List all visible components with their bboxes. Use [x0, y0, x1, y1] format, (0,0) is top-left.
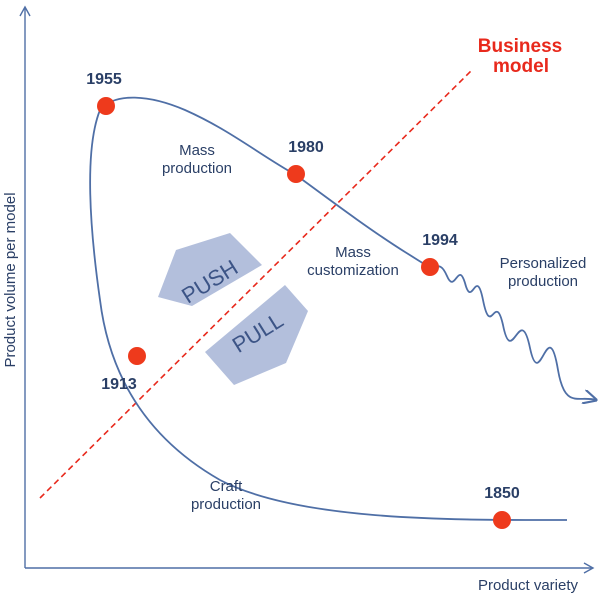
milestone-dot-1994 — [421, 258, 439, 276]
era-craft-production-line1: Craft — [210, 478, 243, 495]
y-axis-label: Product volume per model — [2, 192, 19, 367]
era-mass-customization-line1: Mass — [335, 244, 371, 261]
era-craft-production-line2: production — [191, 496, 261, 513]
y-axis-arrowhead — [19, 5, 31, 17]
x-axis-arrowhead — [583, 562, 595, 574]
year-label-1913: 1913 — [101, 376, 137, 393]
era-mass-production-line1: Mass — [179, 142, 215, 159]
push-arrow: PUSH — [158, 233, 262, 308]
era-mass-customization-line2: customization — [307, 262, 399, 279]
push-arrow-shape — [158, 233, 262, 306]
business-model-label-line1: Business — [478, 36, 562, 57]
business-model-line — [39, 69, 473, 499]
year-label-1994: 1994 — [422, 232, 458, 249]
year-label-1955: 1955 — [86, 71, 122, 88]
era-mass-production-line2: production — [162, 160, 232, 177]
milestone-dot-1913 — [128, 347, 146, 365]
milestone-dot-1955 — [97, 97, 115, 115]
year-label-1850: 1850 — [484, 485, 520, 502]
pull-arrow-shape — [205, 285, 308, 385]
era-personalized-line1: Personalized — [500, 255, 587, 272]
axes: Product variety Product volume per model — [2, 5, 595, 594]
business-model-label-line2: model — [493, 56, 549, 77]
pull-arrow: PULL — [205, 285, 308, 385]
milestone-dots — [97, 97, 511, 529]
x-axis-label: Product variety — [478, 577, 579, 594]
personalized-squiggle — [429, 265, 596, 400]
year-label-1980: 1980 — [288, 139, 324, 156]
milestone-dot-1980 — [287, 165, 305, 183]
era-personalized-line2: production — [508, 273, 578, 290]
milestone-dot-1850 — [493, 511, 511, 529]
production-curve — [89, 96, 568, 521]
